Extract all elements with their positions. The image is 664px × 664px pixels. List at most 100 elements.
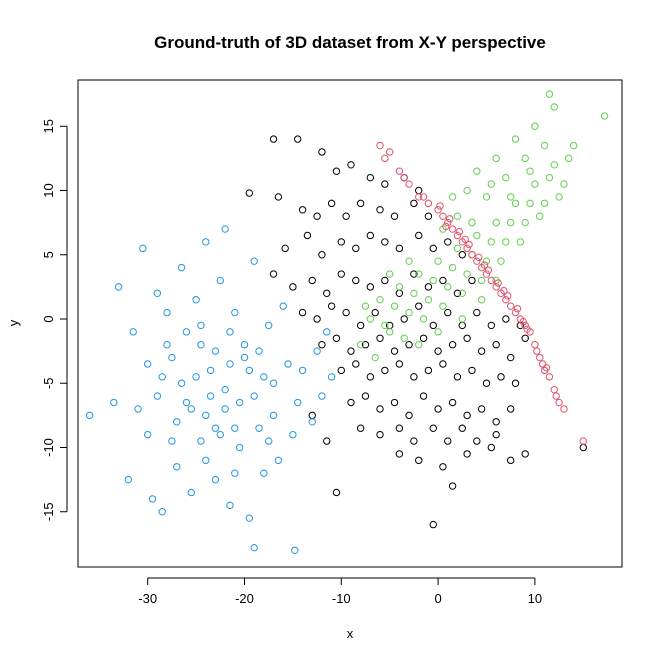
data-point: [235, 398, 244, 407]
data-point: [381, 276, 389, 285]
data-point: [434, 328, 442, 336]
data-point: [202, 411, 210, 420]
data-point: [366, 315, 375, 323]
data-point: [376, 296, 384, 304]
data-point: [235, 443, 244, 452]
data-point: [221, 405, 229, 413]
data-point: [463, 450, 471, 458]
data-point: [381, 238, 389, 246]
data-point: [453, 373, 462, 381]
data-point: [231, 424, 239, 432]
data-point: [356, 341, 365, 349]
data-point: [395, 244, 404, 253]
data-point: [458, 315, 466, 323]
data-point: [110, 398, 118, 407]
data-point: [480, 261, 489, 269]
data-point: [448, 482, 457, 490]
data-point: [492, 341, 500, 349]
data-point: [327, 199, 336, 208]
data-point: [298, 206, 307, 214]
data-point: [361, 392, 370, 400]
data-points: [85, 90, 609, 554]
data-point: [356, 321, 365, 330]
data-point: [366, 373, 375, 381]
data-point: [502, 173, 510, 182]
data-point: [506, 353, 515, 362]
data-point: [473, 257, 481, 265]
data-point: [446, 215, 454, 223]
data-point: [453, 244, 462, 253]
data-point: [444, 218, 452, 227]
series-2: [85, 225, 336, 554]
data-point: [521, 321, 529, 330]
chart-title: Ground-truth of 3D dataset from X-Y pers…: [154, 33, 546, 52]
data-point: [361, 341, 370, 349]
data-point: [294, 398, 302, 407]
data-point: [177, 379, 186, 387]
data-point: [492, 218, 500, 227]
data-point: [415, 186, 423, 195]
data-point: [332, 334, 341, 342]
data-point: [448, 193, 457, 201]
data-point: [226, 501, 234, 510]
data-point: [148, 495, 157, 503]
data-point: [519, 317, 527, 326]
data-point: [444, 283, 452, 291]
data-point: [206, 392, 215, 400]
data-point: [250, 544, 258, 552]
data-point: [487, 321, 496, 330]
data-point: [513, 305, 522, 313]
data-point: [400, 173, 408, 182]
data-point: [410, 270, 418, 278]
data-point: [371, 353, 379, 362]
data-point: [323, 437, 331, 445]
data-point: [376, 334, 384, 342]
data-point: [390, 212, 399, 220]
data-point: [502, 296, 510, 304]
data-point: [444, 437, 452, 445]
data-point: [463, 186, 471, 195]
data-point: [327, 373, 336, 381]
data-point: [410, 289, 418, 298]
data-point: [347, 161, 355, 169]
data-point: [245, 366, 254, 375]
data-point: [197, 321, 205, 330]
data-point: [473, 167, 481, 175]
data-point: [473, 231, 481, 240]
x-tick-label: -20: [235, 591, 254, 606]
data-point: [269, 135, 278, 143]
data-point: [415, 231, 423, 240]
data-point: [415, 456, 423, 465]
data-point: [395, 360, 404, 368]
data-point: [381, 366, 389, 375]
data-point: [439, 360, 447, 368]
data-point: [356, 424, 365, 432]
data-point: [492, 283, 500, 291]
data-point: [395, 167, 404, 175]
y-tick-label: -10: [41, 438, 56, 457]
data-point: [511, 308, 520, 317]
data-point: [502, 315, 510, 323]
data-point: [395, 283, 404, 291]
data-point: [221, 225, 229, 233]
data-point: [366, 173, 375, 182]
data-point: [511, 199, 520, 208]
data-point: [465, 240, 473, 249]
data-point: [555, 398, 563, 407]
data-point: [206, 366, 215, 375]
data-point: [506, 218, 515, 227]
data-point: [484, 266, 493, 274]
data-point: [342, 308, 350, 317]
data-point: [533, 347, 541, 355]
data-point: [308, 418, 316, 426]
data-point: [245, 189, 254, 197]
data-point: [158, 373, 166, 381]
data-point: [415, 193, 423, 201]
data-point: [323, 289, 331, 298]
data-point: [482, 379, 491, 387]
data-point: [216, 276, 224, 285]
data-point: [177, 263, 186, 272]
data-point: [211, 475, 220, 484]
data-point: [477, 347, 486, 355]
data-point: [114, 283, 123, 291]
